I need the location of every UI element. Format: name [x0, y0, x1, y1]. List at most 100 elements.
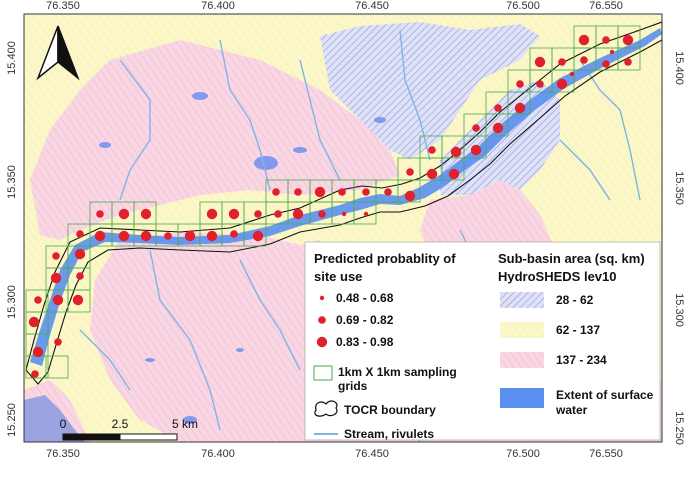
x-ticks-top: 76.350 76.400 76.450 76.500 76.550 — [46, 0, 623, 12]
legend-subbasin-swatch-pink — [500, 352, 544, 368]
predicted-site-point — [448, 168, 460, 180]
predicted-site-point — [292, 208, 304, 220]
sampling-grid-cell — [25, 289, 49, 313]
y-tick-left: 15.350 — [6, 165, 18, 199]
sampling-grid-cell — [133, 201, 157, 225]
sampling-grids — [25, 25, 641, 379]
legend-subbasin-title: Sub-basin area (sq. km) — [498, 251, 645, 266]
predicted-site-point — [206, 208, 218, 220]
predicted-site-point — [272, 188, 280, 196]
predicted-site-point — [184, 230, 196, 242]
predicted-site-point — [206, 230, 218, 242]
predicted-site-point — [96, 210, 104, 218]
x-tick-top: 76.400 — [201, 0, 235, 12]
legend-site-medium — [318, 316, 326, 324]
predicted-site-point — [404, 190, 416, 202]
predicted-site-point — [274, 210, 282, 218]
predicted-site-point — [556, 78, 568, 90]
predicted-site-point — [52, 252, 60, 260]
scale-label: 5 km — [172, 417, 198, 431]
y-tick-right: 15.400 — [673, 51, 685, 85]
legend-water-label-2: water — [555, 403, 588, 417]
y-tick-left: 15.300 — [6, 285, 18, 319]
predicted-site-point — [602, 36, 610, 44]
tocr-boundary — [25, 21, 662, 385]
subbasin-blue-sw — [24, 395, 85, 442]
predicted-site-point — [31, 370, 39, 378]
predicted-site-point — [140, 208, 152, 220]
predicted-site-point — [314, 186, 326, 198]
y-tick-left: 15.250 — [6, 403, 18, 437]
legend-water-swatch — [500, 388, 544, 408]
predicted-site-point — [363, 211, 369, 217]
legend-probability-title: Predicted probablity of — [314, 251, 456, 266]
scale-bar: 0 2.5 5 km — [60, 417, 198, 441]
predicted-site-point — [622, 34, 634, 46]
legend-boundary-swatch — [314, 400, 338, 417]
north-arrow-icon — [36, 25, 80, 81]
river-water — [30, 28, 662, 366]
predicted-site-point — [52, 294, 64, 306]
y-tick-left: 15.400 — [6, 41, 18, 75]
predicted-site-point — [384, 188, 392, 196]
map-frame — [23, 13, 663, 443]
legend-site-large — [316, 336, 328, 348]
predicted-site-point — [76, 272, 84, 280]
predicted-site-point — [28, 316, 40, 328]
y-tick-right: 15.300 — [673, 293, 685, 327]
predicted-site-point — [228, 208, 240, 220]
predicted-site-point — [450, 146, 462, 158]
predicted-site-point — [74, 248, 86, 260]
predicted-site-point — [140, 230, 152, 242]
predicted-site-point — [580, 56, 588, 64]
legend-subbasin-swatch-yellow — [500, 322, 544, 338]
predicted-site-point — [341, 211, 347, 217]
legend-grid-label-2: grids — [338, 379, 368, 393]
predicted-site-point — [602, 60, 610, 68]
predicted-site-point — [118, 230, 130, 242]
predicted-site-point — [609, 49, 615, 55]
legend-subbasin-swatch-blue — [500, 292, 544, 308]
scale-label: 0 — [60, 417, 67, 431]
predicted-site-point — [72, 294, 84, 306]
predicted-site-point — [494, 104, 502, 112]
predicted-site-point — [578, 34, 590, 46]
map-canvas — [24, 14, 662, 442]
predicted-site-point — [54, 338, 62, 346]
scale-label: 2.5 — [112, 417, 129, 431]
predicted-site-point — [94, 230, 106, 242]
x-tick-bottom: 76.450 — [355, 448, 389, 460]
predicted-site-point — [252, 230, 264, 242]
predicted-site-point — [362, 188, 370, 196]
legend-subbasin-label: 137 - 234 — [556, 353, 607, 367]
x-tick-top: 76.450 — [355, 0, 389, 12]
y-ticks-left: 15.400 15.350 15.300 15.250 — [6, 41, 18, 437]
predicted-site-point — [32, 346, 44, 358]
predicted-site-point — [492, 122, 504, 134]
predicted-site-point — [338, 188, 346, 196]
x-ticks-bottom: 76.350 76.400 76.450 76.500 76.550 — [46, 448, 623, 460]
legend-probability-label: 0.48 - 0.68 — [336, 291, 394, 305]
subbasin-blue-north — [320, 22, 540, 160]
predicted-site-point — [428, 146, 436, 154]
legend-subbasin-label: 62 - 137 — [556, 323, 600, 337]
predicted-sites — [28, 34, 634, 378]
legend-panel: Predicted probablity of site use 0.48 - … — [304, 241, 661, 441]
predicted-site-point — [514, 102, 526, 114]
predicted-site-point — [470, 144, 482, 156]
predicted-site-point — [426, 168, 438, 180]
legend-stream-label: Stream, rivulets — [344, 427, 434, 441]
x-tick-bottom: 76.500 — [506, 448, 540, 460]
legend-boundary-label: TOCR boundary — [344, 403, 436, 417]
x-tick-top: 76.550 — [589, 0, 623, 12]
x-tick-bottom: 76.400 — [201, 448, 235, 460]
predicted-site-point — [624, 58, 632, 66]
predicted-site-point — [50, 272, 62, 284]
predicted-site-point — [230, 230, 238, 238]
legend-probability-title-2: site use — [314, 269, 362, 284]
x-tick-top: 76.500 — [506, 0, 540, 12]
legend-grid-label: 1km X 1km sampling — [338, 365, 457, 379]
sampling-grid-cell — [45, 355, 69, 379]
y-tick-right: 15.250 — [673, 411, 685, 445]
